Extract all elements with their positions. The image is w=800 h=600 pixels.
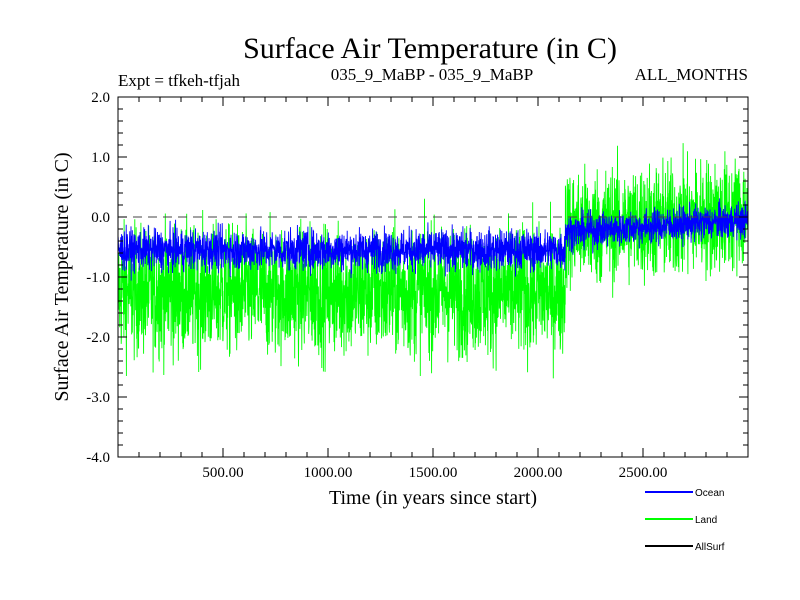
chart-title: Surface Air Temperature (in C) [243, 32, 617, 65]
x-tick-label: 2500.00 [619, 465, 668, 481]
chart-subtitle-left: Expt = tfkeh-tfjah [118, 71, 240, 90]
x-tick-label: 1000.00 [304, 465, 353, 481]
x-tick-label: 500.00 [202, 465, 243, 481]
y-axis: 2.0 1.0 0.0 -1.0 -2.0 -3.0 -4.0 [86, 90, 748, 466]
x-tick-label: 2000.00 [514, 465, 563, 481]
series-line-ocean [118, 198, 748, 281]
y-axis-label: Surface Air Temperature (in C) [51, 152, 73, 401]
y-tick-label: 2.0 [91, 90, 110, 106]
y-tick-label: 1.0 [91, 150, 110, 166]
x-axis-label: Time (in years since start) [329, 487, 537, 509]
plot-area [118, 143, 748, 379]
chart-subtitle-center: 035_9_MaBP - 035_9_MaBP [331, 65, 533, 84]
y-tick-label: -3.0 [86, 390, 110, 406]
series-line-land [118, 143, 748, 379]
x-axis: 500.00 1000.00 1500.00 2000.00 2500.00 [138, 97, 728, 481]
chart-subtitle-right: ALL_MONTHS [635, 65, 748, 84]
legend-label-ocean: Ocean [695, 488, 724, 499]
y-tick-label: -1.0 [86, 270, 110, 286]
legend: Ocean Land AllSurf [645, 488, 725, 553]
y-tick-label: 0.0 [91, 210, 110, 226]
legend-label-land: Land [695, 515, 717, 526]
x-tick-label: 1500.00 [409, 465, 458, 481]
legend-label-allsurf: AllSurf [695, 542, 725, 553]
y-tick-label: -4.0 [86, 450, 110, 466]
series-layer [118, 143, 748, 379]
y-tick-label: -2.0 [86, 330, 110, 346]
